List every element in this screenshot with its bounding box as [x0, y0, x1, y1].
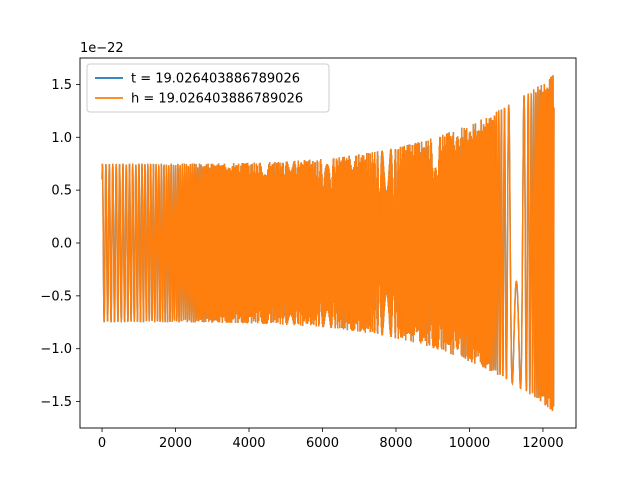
- x-tick-label: 10000: [449, 436, 490, 451]
- x-tick-label: 4000: [232, 436, 265, 451]
- y-tick-label: 1.0: [51, 131, 72, 146]
- y-tick-label: −1.0: [40, 342, 72, 357]
- plot-layer: [101, 75, 555, 411]
- y-tick-label: 0.5: [51, 184, 72, 199]
- y-tick-label: 1.5: [51, 78, 72, 93]
- x-tick-label: 12000: [522, 436, 563, 451]
- y-tick-label: 0.0: [51, 237, 72, 252]
- legend-label-2: h = 19.026403886789026: [131, 92, 303, 107]
- legend-label-1: t = 19.026403886789026: [131, 72, 300, 87]
- x-tick-label: 0: [98, 436, 106, 451]
- legend: t = 19.026403886789026 h = 19.02640388678…: [86, 63, 330, 113]
- y-tick-label: −0.5: [40, 289, 72, 304]
- y-scale-label: 1e−22: [80, 41, 124, 56]
- legend-box: [86, 63, 330, 113]
- x-tick-label: 8000: [379, 436, 412, 451]
- series-line-2: [101, 75, 555, 411]
- x-tick-label: 2000: [159, 436, 192, 451]
- y-tick-label: −1.5: [40, 395, 72, 410]
- y-axis: −1.5 −1.0 −0.5 0.0 0.5 1.0 1.5: [40, 78, 80, 410]
- x-tick-label: 6000: [306, 436, 339, 451]
- x-axis: 0 2000 4000 6000 8000 10000 12000: [98, 428, 564, 451]
